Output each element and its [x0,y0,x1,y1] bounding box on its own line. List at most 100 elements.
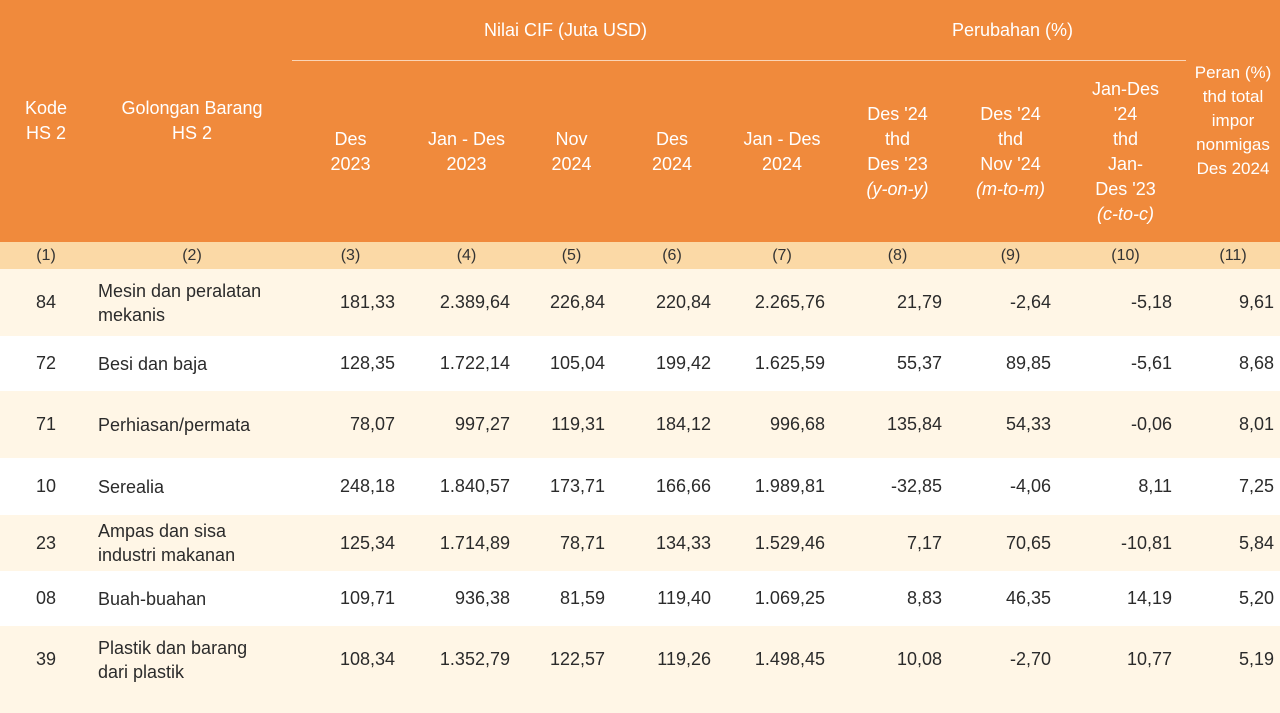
header-line: Des '24 [980,103,1041,124]
cell-value: 1.722,14 [409,336,524,391]
cell-value: 122,57 [524,626,619,693]
column-number: (1) [0,242,92,269]
cell-value: 54,33 [956,391,1065,458]
column-number: (6) [619,242,725,269]
cell-golongan: Besi dan baja [92,336,292,391]
cell-value: 996,68 [725,391,839,458]
cell-golongan-line: Plastik dan barang [98,637,248,658]
cell-value: 181,33 [292,269,409,336]
header-line: 2023 [330,153,371,174]
table-row: 84 Mesin dan peralatan mekanis 181,33 2.389,… [0,269,1280,336]
column-number: (11) [1186,242,1280,269]
table-row: 71 Perhiasan/permata 78,07 997,27 119,31 184,… [0,391,1280,458]
header-peran-line: impor [1211,111,1255,130]
cell-golongan-line: Mesin dan peralatan [98,280,262,301]
cell-value: 81,59 [524,571,619,626]
cell-value: 1.840,57 [409,458,524,515]
header-line: Jan - Des [427,128,506,149]
cell-value: 46,35 [956,571,1065,626]
header-golongan-line: HS 2 [171,123,213,143]
header-line: Jan-Des [1091,78,1160,99]
header-line: Des [655,128,688,149]
cell-value: 10,08 [839,626,956,693]
header-line: Des '23 [867,153,928,174]
header-change-col-8: Des '24 thd Des '23 (y-on-y) [839,60,956,242]
header-line: Nov [555,128,588,149]
cell-value: -10,81 [1065,515,1187,571]
cell-golongan-line: mekanis [98,304,166,325]
cell-value: 184,12 [619,391,725,458]
cell-value: 10,77 [1065,626,1187,693]
header-kode-line: HS 2 [25,123,67,143]
cell-value: 89,85 [956,336,1065,391]
cell-value: 119,40 [619,571,725,626]
cell-value: 173,71 [524,458,619,515]
cell-value: 1.989,81 [725,458,839,515]
cell-kode: 08 [0,571,92,626]
header-value-col-5: Nov 2024 [524,60,619,242]
table-row: 10 Serealia 248,18 1.840,57 173,71 166,66 1.98… [0,458,1280,515]
header-line: '24 [1113,103,1138,124]
header-value-col-7: Jan - Des 2024 [725,60,839,242]
cell-value: 226,84 [524,269,619,336]
cell-kode: 23 [0,515,92,571]
cell-golongan: Plastik dan barang dari plastik [92,626,292,693]
header-value-col-3: Des 2023 [292,60,409,242]
cell-value: 8,11 [1065,458,1187,515]
import-commodity-table: Kode HS 2 Golongan Barang HS 2 Nilai CIF… [0,0,1280,693]
column-number: (5) [524,242,619,269]
cell-value: 248,18 [292,458,409,515]
header-line: Nov '24 [980,153,1041,174]
header-line: 2024 [651,153,693,174]
cell-golongan: Ampas dan sisa industri makanan [92,515,292,571]
header-period-label: (c-to-c) [1097,203,1154,224]
cell-golongan-line: Serealia [98,476,165,497]
cell-kode: 10 [0,458,92,515]
cell-value: 199,42 [619,336,725,391]
cell-value: 108,34 [292,626,409,693]
cell-kode: 71 [0,391,92,458]
header-value-col-4: Jan - Des 2023 [409,60,524,242]
cell-value: 1.069,25 [725,571,839,626]
cell-value: -0,06 [1065,391,1187,458]
header-golongan-line: Golongan Barang [121,98,263,118]
header-peran-line: Des 2024 [1196,159,1270,178]
cell-value: 8,01 [1186,391,1280,458]
header-line: Jan- [1108,153,1144,174]
cell-kode: 39 [0,626,92,693]
cell-value: 5,19 [1186,626,1280,693]
cell-value: 21,79 [839,269,956,336]
column-number: (2) [92,242,292,269]
cell-value: 128,35 [292,336,409,391]
cell-golongan-line: Buah-buahan [98,588,207,609]
cell-value: 78,07 [292,391,409,458]
cell-golongan-line: Perhiasan/permata [98,414,251,435]
header-line: Des '24 [867,103,928,124]
cell-value: 1.529,46 [725,515,839,571]
cell-value: 9,61 [1186,269,1280,336]
cell-value: 5,84 [1186,515,1280,571]
cell-golongan-line: Ampas dan sisa [98,521,227,541]
column-number: (10) [1065,242,1187,269]
cell-value: 2.389,64 [409,269,524,336]
table-body: (1) (2) (3) (4) (5) (6) (7) (8) (9) (10) (11) 84 Me… [0,242,1280,693]
column-number: (4) [409,242,524,269]
column-number: (7) [725,242,839,269]
cell-value: -5,61 [1065,336,1187,391]
cell-value: -2,70 [956,626,1065,693]
cell-value: 220,84 [619,269,725,336]
cell-kode: 84 [0,269,92,336]
header-line: thd [997,128,1024,149]
cell-golongan: Perhiasan/permata [92,391,292,458]
column-number: (8) [839,242,956,269]
cell-value: 1.714,89 [409,515,524,571]
header-line: Des '23 [1095,178,1156,199]
cell-value: 7,25 [1186,458,1280,515]
cell-value: 2.265,76 [725,269,839,336]
cell-value: 109,71 [292,571,409,626]
header-change-col-9: Des '24 thd Nov '24 (m-to-m) [956,60,1065,242]
cell-golongan-line: dari plastik [98,661,185,682]
cell-value: 936,38 [409,571,524,626]
column-number: (3) [292,242,409,269]
